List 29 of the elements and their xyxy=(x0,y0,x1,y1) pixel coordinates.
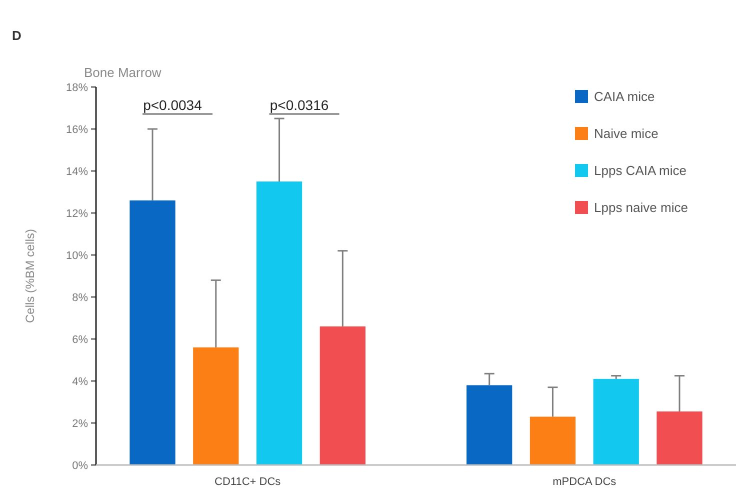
y-tick-label: 18% xyxy=(66,82,88,94)
legend-label: Naive mice xyxy=(594,126,658,141)
legend-label: Lpps naive mice xyxy=(594,200,688,215)
bar xyxy=(593,378,639,465)
legend-label: CAIA mice xyxy=(594,89,655,104)
y-tick-label: 16% xyxy=(66,124,88,136)
text: D xyxy=(12,28,22,43)
y-tick-label: 6% xyxy=(72,334,88,346)
y-tick-label: 0% xyxy=(72,460,88,472)
y-axis-title: Cells (%BM cells) xyxy=(23,228,37,324)
y-tick-label: 8% xyxy=(72,292,88,304)
bar xyxy=(656,411,702,465)
chart-title: Bone Marrow xyxy=(84,65,162,80)
bar xyxy=(256,182,302,465)
bar xyxy=(530,416,576,465)
y-tick-label: 14% xyxy=(66,166,88,178)
bar xyxy=(466,385,512,465)
x-tick-label: mPDCA DCs xyxy=(552,476,617,488)
annotation: p<0.0034 xyxy=(143,97,202,113)
y-tick-label: 12% xyxy=(66,208,88,220)
annotation: p<0.0316 xyxy=(270,97,329,113)
bar xyxy=(130,200,176,465)
bar xyxy=(320,326,366,465)
y-tick-label: 4% xyxy=(72,376,88,388)
x-tick-label: CD11C+ DCs xyxy=(214,476,282,488)
bar xyxy=(193,347,239,465)
y-tick-label: 2% xyxy=(72,418,88,430)
legend-label: Lpps CAIA mice xyxy=(594,163,686,178)
y-tick-label: 10% xyxy=(66,250,88,262)
